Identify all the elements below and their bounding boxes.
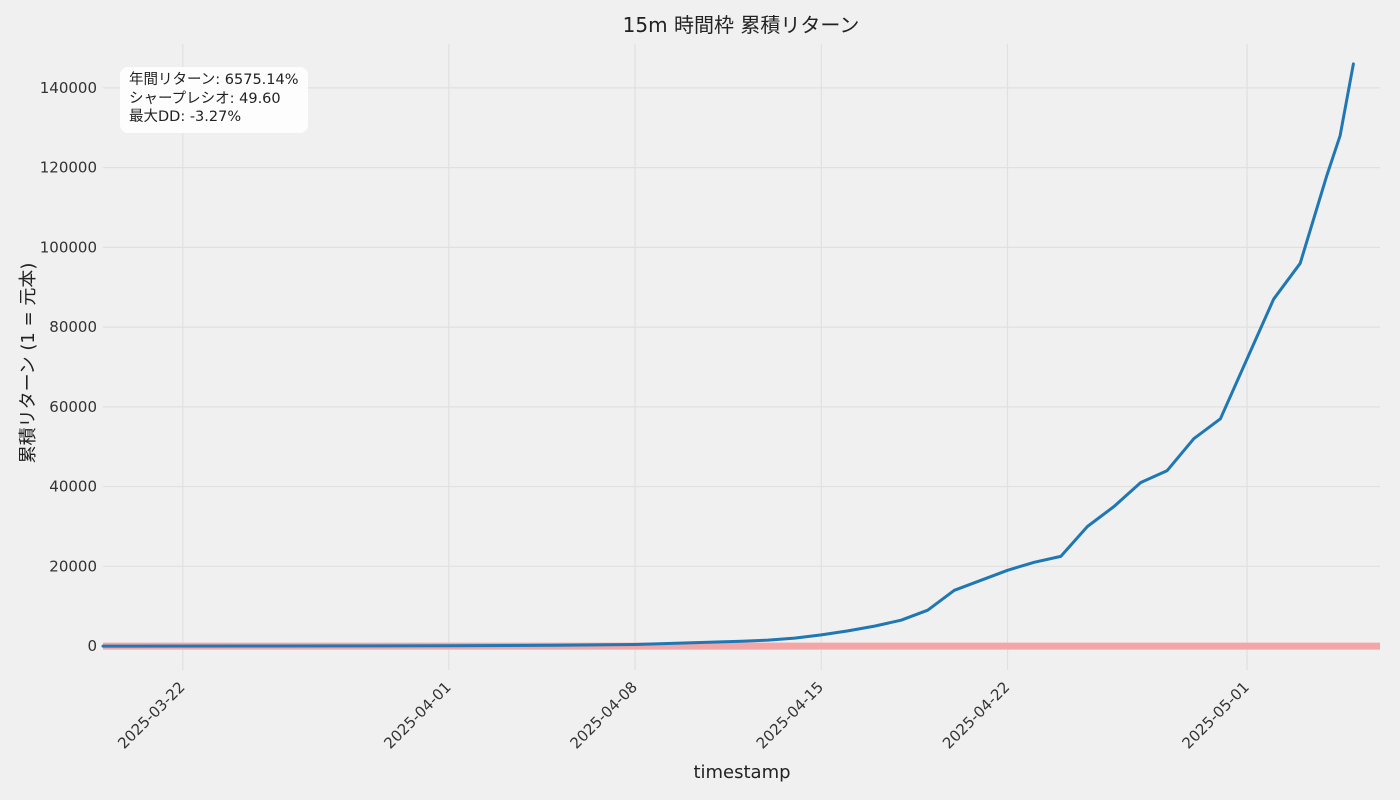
x-axis-label: timestamp — [693, 762, 790, 783]
x-tick-label: 2025-04-01 — [380, 678, 454, 752]
sharpe-ratio-stat: シャープレシオ: 49.60 — [129, 90, 281, 107]
x-tick-label: 2025-03-22 — [114, 678, 188, 752]
x-tick-labels: 2025-03-22 2025-04-01 2025-04-08 2025-04-15… — [114, 678, 1253, 752]
y-tick-label: 20000 — [49, 557, 97, 575]
y-tick-label: 60000 — [49, 398, 97, 416]
y-tick-label: 120000 — [40, 159, 97, 177]
stats-box: 年間リターン: 6575.14% シャープレシオ: 49.60 最大DD: -3… — [120, 67, 308, 133]
series-layer — [101, 62, 1355, 648]
y-tick-label: 0 — [87, 637, 97, 655]
y-tick-label: 140000 — [40, 79, 97, 97]
y-axis-label: 累積リターン (1 = 元本) — [18, 263, 39, 464]
x-tick-label: 2025-04-22 — [939, 678, 1013, 752]
y-tick-labels: 0 20000 40000 60000 80000 100000 120000 140000 — [40, 79, 97, 655]
y-tick-label: 40000 — [49, 478, 97, 496]
y-tick-label: 80000 — [49, 318, 97, 336]
annual-return-stat: 年間リターン: 6575.14% — [129, 72, 299, 88]
y-tick-label: 100000 — [40, 238, 97, 256]
chart-title: 15m 時間枠 累積リターン — [623, 13, 860, 37]
grid-layer — [103, 44, 1380, 670]
x-tick-label: 2025-04-15 — [753, 678, 827, 752]
x-tick-label: 2025-05-01 — [1178, 678, 1252, 752]
max-drawdown-stat: 最大DD: -3.27% — [129, 109, 242, 125]
x-tick-label: 2025-04-08 — [567, 678, 641, 752]
cumulative-return-line — [101, 62, 1355, 648]
